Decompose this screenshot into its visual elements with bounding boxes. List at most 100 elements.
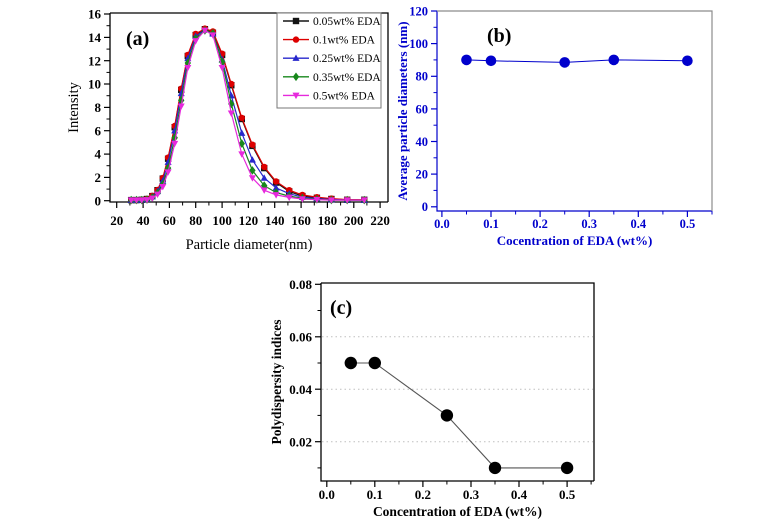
marker-triangle-down <box>360 197 368 204</box>
series-4 <box>127 27 368 204</box>
marker-triangle-down <box>209 32 217 39</box>
panel-label: (b) <box>487 25 511 47</box>
marker-triangle-down <box>327 197 335 204</box>
marker-triangle-down <box>177 103 185 110</box>
marker-triangle-down <box>143 197 151 204</box>
plot-frame <box>436 10 713 212</box>
marker-triangle-down <box>260 187 268 194</box>
y-axis: 0.02 0.04 0.06 0.08 <box>289 277 321 469</box>
y-tick-label: 100 <box>409 37 428 51</box>
x-axis: 0.0 0.1 0.2 0.3 0.4 0.5 <box>319 481 592 502</box>
chart-c: 0.0 0.1 0.2 0.3 0.4 0.5 0.02 0.04 0.06 0.08 Concen… <box>269 277 595 519</box>
x-tick-label: 100 <box>212 213 232 228</box>
marker-triangle-down <box>218 64 226 72</box>
y-tick-label: 2 <box>95 170 102 185</box>
marker-circle <box>682 55 693 67</box>
y-tick-label: 60 <box>416 102 429 116</box>
x-tick-label: 40 <box>137 213 150 228</box>
marker-triangle-down <box>148 195 156 202</box>
marker-triangle-down <box>272 192 280 199</box>
y-axis-title: Average particle diameters (nm) <box>395 21 410 200</box>
x-tick-label: 220 <box>370 213 390 228</box>
marker-triangle-up <box>184 54 192 62</box>
plot-frame <box>320 282 595 482</box>
marker-triangle-down <box>171 140 179 148</box>
y-tick-label: 8 <box>95 100 102 115</box>
x-tick-label: 0.4 <box>630 217 646 231</box>
x-tick-label: 20 <box>110 213 123 228</box>
x-tick-label: 0.1 <box>367 487 383 502</box>
series-line <box>466 59 688 63</box>
panel-label: (c) <box>330 297 352 319</box>
y-axis: 0 20 40 60 80 100 120 <box>409 4 437 214</box>
legend-label: 0.25wt% EDA <box>313 53 381 65</box>
marker-circle <box>272 178 280 185</box>
marker-circle <box>440 409 454 422</box>
marker-circle <box>488 461 502 475</box>
x-tick-label: 120 <box>239 213 259 228</box>
y-axis-title: Intensity <box>66 81 82 132</box>
legend-label: 0.1wt% EDA <box>313 35 376 47</box>
marker-triangle-down <box>313 196 321 204</box>
chart-a: 20 40 60 80 100 120 140 160 180 200 220 0 2 4 6 8 10 12 14… <box>66 7 390 253</box>
x-tick-label: 0.3 <box>463 487 480 502</box>
legend-label: 0.05wt% EDA <box>313 16 381 28</box>
x-tick-label: 0.2 <box>415 487 431 502</box>
marker-circle <box>261 163 268 171</box>
marker-circle <box>249 141 256 148</box>
series-0 <box>461 54 693 68</box>
marker-circle <box>461 54 472 66</box>
marker-triangle-down <box>248 175 256 182</box>
marker-triangle-down <box>292 92 300 100</box>
x-tick-label: 0.3 <box>581 217 597 231</box>
y-tick-label: 0.04 <box>289 382 312 397</box>
marker-circle <box>559 57 570 68</box>
y-tick-label: 120 <box>409 4 428 18</box>
x-axis: 20 40 60 80 100 120 140 160 180 200 220 <box>110 202 390 228</box>
marker-triangle-down <box>238 151 246 158</box>
y-tick-label: 16 <box>88 7 102 22</box>
y-tick-label: 0 <box>422 200 428 214</box>
y-tick-label: 20 <box>416 167 429 181</box>
x-tick-label: 80 <box>189 213 202 228</box>
y-tick-label: 0.02 <box>289 434 312 449</box>
x-tick-label: 0.1 <box>483 217 499 231</box>
marker-triangle-down <box>227 110 235 117</box>
marker-triangle-down <box>192 38 200 45</box>
marker-triangle-down <box>164 169 172 176</box>
marker-triangle-up <box>292 54 300 61</box>
marker-triangle-down <box>343 197 351 204</box>
y-tick-label: 0 <box>95 193 102 208</box>
marker-diamond <box>292 72 300 82</box>
y-tick-label: 12 <box>88 53 101 68</box>
y-axis: 0 2 4 6 8 10 12 14 16 <box>88 7 110 208</box>
x-axis-title: Particle diameter(nm) <box>186 237 313 253</box>
legend: 0.05wt% EDA 0.1wt% EDA 0.25wt% EDA 0.35wt% … <box>276 12 382 109</box>
x-tick-label: 140 <box>265 213 285 228</box>
y-tick-label: 6 <box>95 123 102 138</box>
marker-triangle-down <box>127 197 135 204</box>
marker-triangle-down <box>184 64 192 72</box>
marker-circle <box>228 80 235 88</box>
x-tick-label: 160 <box>291 213 311 228</box>
y-tick-label: 14 <box>88 30 102 45</box>
x-tick-label: 180 <box>318 213 338 228</box>
y-tick-label: 40 <box>416 135 429 149</box>
marker-triangle-down <box>138 197 146 204</box>
marker-circle <box>485 55 497 67</box>
marker-circle <box>292 36 300 43</box>
marker-triangle-down <box>153 191 162 198</box>
legend-label: 0.5wt% EDA <box>313 90 376 102</box>
y-tick-label: 0.08 <box>289 277 312 292</box>
marker-diamond <box>249 166 256 175</box>
x-tick-label: 0.4 <box>511 487 528 502</box>
marker-triangle-down <box>201 27 209 35</box>
marker-triangle-down <box>285 194 293 202</box>
marker-square <box>292 17 300 25</box>
x-tick-label: 0.2 <box>532 217 548 231</box>
panel-label: (a) <box>126 28 149 50</box>
x-tick-label: 0.0 <box>319 487 335 502</box>
marker-triangle-down <box>132 197 141 204</box>
marker-triangle-down <box>159 183 167 191</box>
